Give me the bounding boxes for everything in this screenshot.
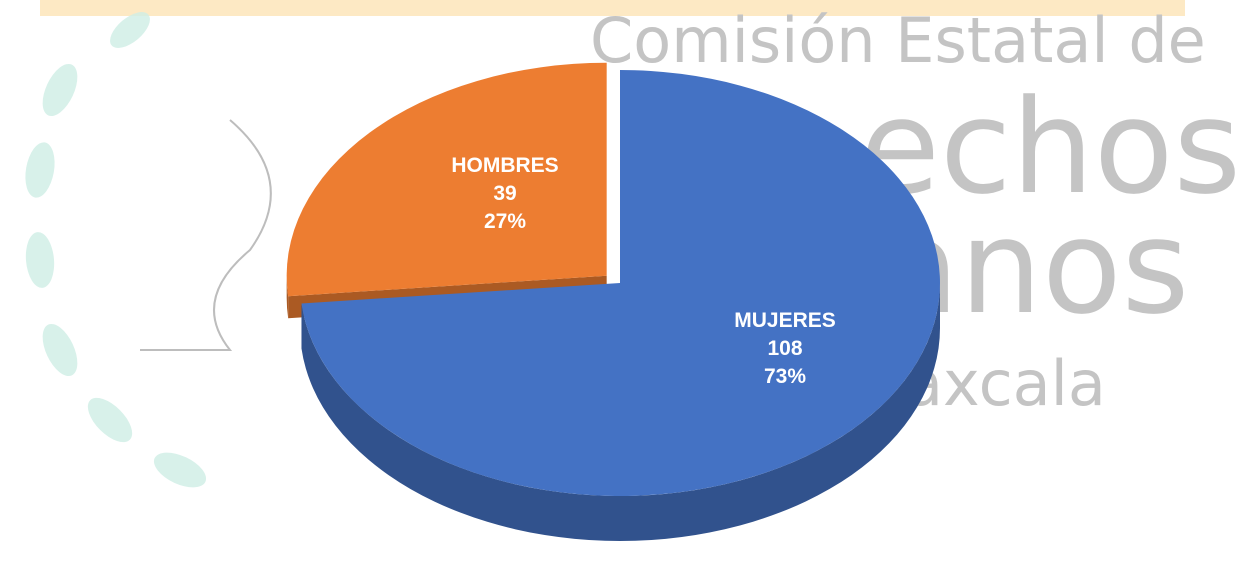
watermark-text: echos [860, 71, 1241, 223]
laurel [25, 12, 207, 488]
watermark-outline [140, 119, 272, 351]
data-label-name: MUJERES [734, 309, 836, 332]
pie-slice-side [286, 275, 289, 319]
watermark-text: axcala [905, 347, 1106, 420]
pie-slice [301, 70, 940, 496]
pie-slice [286, 62, 607, 297]
pie-slice-side [301, 283, 940, 541]
data-label-name: HOMBRES [451, 154, 558, 177]
data-label-percent: 73% [764, 365, 806, 388]
data-label-value: 39 [493, 182, 516, 205]
data-label-percent: 27% [484, 210, 526, 233]
data-label-value: 108 [767, 337, 802, 360]
banner [40, 0, 1185, 16]
watermark-text: Comisión Estatal de [590, 4, 1206, 77]
